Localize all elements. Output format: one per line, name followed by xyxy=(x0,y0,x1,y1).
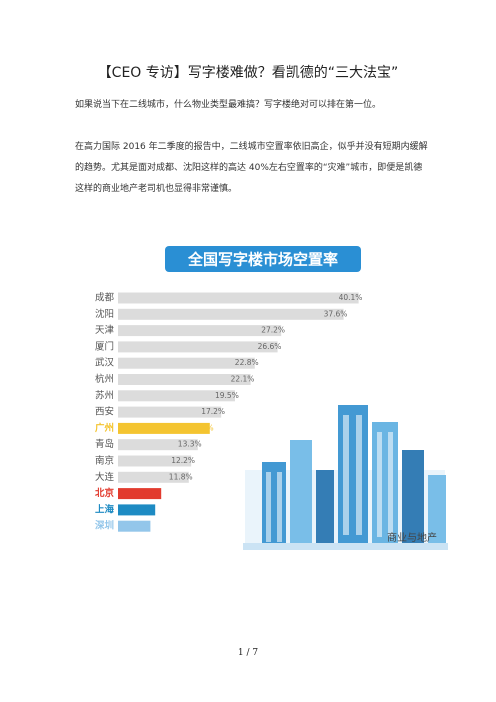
bar xyxy=(118,504,156,516)
bar xyxy=(118,471,189,483)
category-label: 西安 xyxy=(95,406,114,418)
category-label: 成都 xyxy=(95,292,115,304)
bar xyxy=(118,520,151,532)
category-label: 沈阳 xyxy=(95,308,114,320)
page-number: 1 / 7 xyxy=(237,648,259,658)
value-label: 22.8% xyxy=(235,358,259,367)
category-label: 青岛 xyxy=(95,438,114,450)
bar xyxy=(118,357,255,369)
watermark: 商业与地产 xyxy=(387,531,437,544)
doc-title: 【CEO 专访】写字楼难做？看凯德的“三大法宝” xyxy=(97,65,399,81)
category-label: 广州 xyxy=(95,422,114,434)
category-label: 北京 xyxy=(95,487,115,499)
category-label: 苏州 xyxy=(95,389,114,401)
category-label: 上海 xyxy=(95,503,115,515)
bar xyxy=(118,374,251,385)
value-label: 12.2% xyxy=(171,456,195,465)
paragraph: 如果说当下在二线城市，什么物业类型最难搞？写字楼绝对可以排在第一位。 xyxy=(75,100,382,110)
value-label: 17.2% xyxy=(201,407,225,416)
chart-title: 全国写字楼市场空置率 xyxy=(187,251,338,269)
category-label: 杭州 xyxy=(95,373,114,385)
bar xyxy=(118,308,344,320)
value-label: 13.3% xyxy=(178,440,202,449)
value-label: 27.2% xyxy=(261,326,285,335)
bar xyxy=(118,390,235,402)
category-label: 大连 xyxy=(95,471,115,483)
category-label: 武汉 xyxy=(95,357,115,369)
category-label: 深圳 xyxy=(95,520,114,532)
bar xyxy=(118,422,210,434)
value-label: 22.1% xyxy=(231,375,255,384)
value-label: 5.4% xyxy=(130,521,149,530)
window-grid xyxy=(266,415,393,542)
category-label: 南京 xyxy=(95,455,114,467)
value-label: 15.3% xyxy=(190,423,214,432)
value-label: 6.2% xyxy=(135,505,154,514)
bar xyxy=(118,325,282,337)
title-banner xyxy=(165,246,361,272)
bar xyxy=(118,439,198,451)
value-label: 37.6% xyxy=(324,309,348,318)
bar xyxy=(118,292,359,304)
bar xyxy=(118,406,222,418)
bar xyxy=(118,455,192,467)
value-label: 11.8% xyxy=(169,472,193,481)
category-label: 天津 xyxy=(95,325,115,336)
category-label: 厦门 xyxy=(95,340,114,352)
paragraph: 在高力国际 2016 年二季度的报告中，二线城市空置率依旧高企，似乎并没有短期内… xyxy=(75,142,428,194)
bar xyxy=(118,488,162,500)
value-label: 26.6% xyxy=(258,342,282,351)
value-label: 40.1% xyxy=(339,293,363,302)
bar xyxy=(118,341,278,353)
value-label: 7.2% xyxy=(141,489,160,498)
value-label: 19.5% xyxy=(215,391,239,400)
